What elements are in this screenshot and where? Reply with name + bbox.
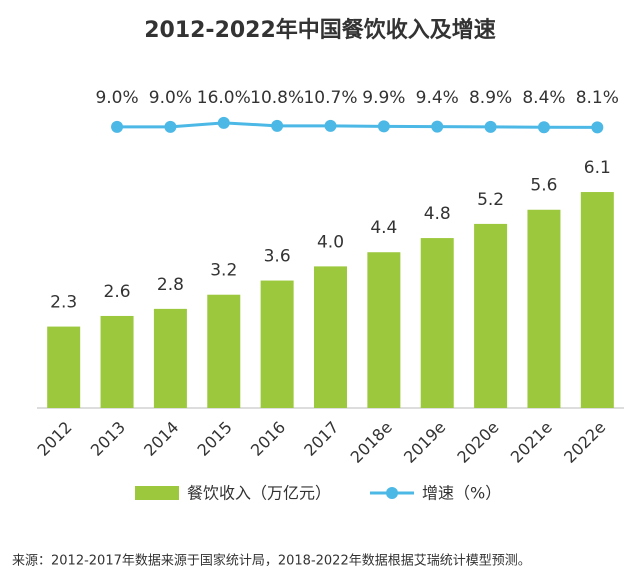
x-tick-label: 2019e <box>400 418 449 467</box>
data-label: 9.4% <box>416 88 459 108</box>
x-tick-label: 2014 <box>140 418 182 460</box>
x-tick-label: 2016 <box>247 418 289 460</box>
data-label: 10.7% <box>303 88 357 108</box>
data-label: 4.8 <box>424 204 451 224</box>
x-tick-label: 2012 <box>33 418 75 460</box>
line-point <box>111 120 124 133</box>
bar <box>153 308 187 408</box>
bar <box>260 280 294 408</box>
legend-swatch <box>135 486 179 500</box>
data-label: 2.3 <box>50 293 77 313</box>
data-label: 4.0 <box>317 232 344 252</box>
data-label: 5.6 <box>530 176 557 196</box>
line-point <box>484 120 497 133</box>
bar <box>367 252 401 408</box>
data-label: 6.1 <box>584 158 611 178</box>
data-label: 9.9% <box>362 88 405 108</box>
line-point <box>431 120 444 133</box>
data-label: 5.2 <box>477 190 504 210</box>
bar <box>474 223 508 408</box>
legend-label: 增速（%） <box>422 484 501 503</box>
x-tick-label: 2017 <box>300 418 342 460</box>
x-tick-label: 2013 <box>87 418 129 460</box>
line-point <box>271 119 284 132</box>
x-tick-label: 2022e <box>560 418 609 467</box>
bar <box>580 192 614 408</box>
bar <box>100 315 134 408</box>
data-label: 3.6 <box>264 247 291 267</box>
bar <box>207 294 241 408</box>
data-label: 3.2 <box>210 261 237 281</box>
x-tick-label: 2018e <box>347 418 396 467</box>
data-label: 10.8% <box>250 88 304 108</box>
legend-swatch <box>386 487 398 499</box>
data-label: 8.1% <box>576 88 619 108</box>
bar <box>420 238 454 408</box>
line-point <box>377 120 390 133</box>
line-point <box>324 119 337 132</box>
line-point <box>591 121 604 134</box>
data-label: 4.4 <box>370 218 397 238</box>
data-label: 8.9% <box>469 88 512 108</box>
bar <box>314 266 347 408</box>
bar <box>47 326 81 408</box>
line-point <box>164 120 177 133</box>
data-label: 16.0% <box>197 88 251 108</box>
line <box>117 121 598 129</box>
data-label: 2.8 <box>157 275 184 295</box>
data-label: 8.4% <box>522 88 565 108</box>
chart-title: 2012-2022年中国餐饮收入及增速 <box>144 17 496 43</box>
line-point <box>537 121 550 134</box>
x-tick-label: 2020e <box>453 418 502 467</box>
x-tick-label: 2021e <box>507 418 556 467</box>
legend-label: 餐饮收入（万亿元） <box>187 484 331 503</box>
data-label: 2.6 <box>104 282 131 302</box>
source-note: 来源：2012-2017年数据来源于国家统计局，2018-2022年数据根据艾瑞… <box>12 553 531 569</box>
data-label: 9.0% <box>149 88 192 108</box>
line-point <box>217 116 230 129</box>
bar <box>527 209 561 408</box>
data-label: 9.0% <box>95 88 138 108</box>
x-tick-label: 2015 <box>194 418 236 460</box>
